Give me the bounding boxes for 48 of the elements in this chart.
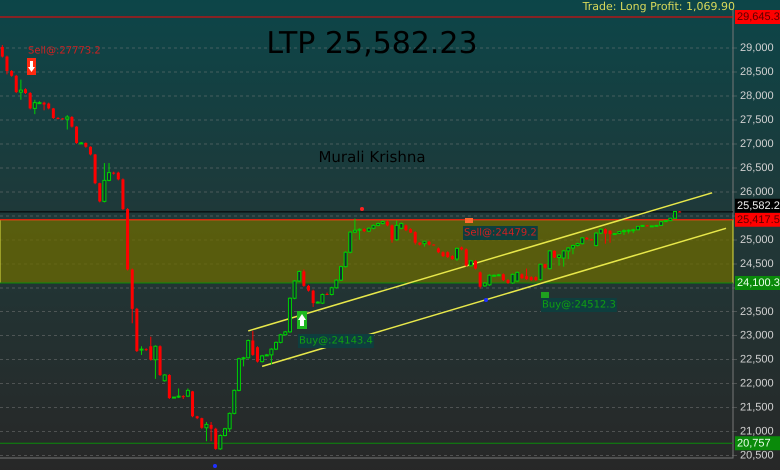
candlestick [214,427,218,450]
candlestick [5,55,8,75]
text: LTP 25,582.23 [266,26,478,61]
candlestick [210,422,213,442]
candlestick [302,269,306,288]
ref-line-label: 29,645.3 [737,11,780,24]
candlestick [168,374,171,400]
y-tick-label: 22,000 [740,378,774,390]
ref-line-label: 25,582.2 [737,200,780,212]
y-tick-label: 26,000 [740,186,774,198]
y-tick-label: 27,000 [740,138,774,150]
ref-line-label: 20,757 [737,437,771,450]
y-tick-label: 25,000 [740,234,774,246]
y-tick-label: 20,500 [740,450,774,462]
y-tick-label: 23,500 [740,306,774,318]
ref-line-label: 25,417.5 [737,214,780,226]
candlestick [478,270,482,290]
y-tick-label: 26,500 [740,162,774,174]
y-tick-label: 24,500 [740,258,774,270]
y-tick-label: 29,000 [740,42,774,54]
y-tick-label: 28,500 [740,66,774,78]
candlestick [14,74,18,94]
candlestick [390,224,394,244]
candlestick [52,107,55,120]
candlestick [149,336,152,362]
candlestick [28,92,32,110]
candlestick [200,417,204,430]
candlestick [0,44,4,58]
annotation: Murali Krishna [318,148,426,166]
annotation: Sell@:27773.2 [28,46,101,57]
candlestick [474,259,478,270]
ref-line-label: 24,100.3 [737,276,780,289]
annotation: Buy@:24143.4 [299,336,373,347]
candlestick [70,116,74,128]
y-tick-label: 28,000 [740,90,774,102]
y-tick-label: 22,500 [740,354,774,366]
candlestick [75,126,78,144]
annotation: Trade: Long Profit: 1,069.90 [582,0,735,13]
y-tick-label: 21,000 [740,426,774,438]
y-tick-label: 27,500 [740,114,774,126]
y-tick-label: 21,500 [740,402,774,414]
candlestick [98,182,102,203]
candlestick [88,146,92,156]
candlestick [464,248,468,268]
annotation: Sell@:24479.2 [464,228,537,239]
annotation: Buy@:24512.3 [542,300,616,311]
candlestick [312,289,315,308]
y-tick-label: 23,000 [740,330,774,342]
